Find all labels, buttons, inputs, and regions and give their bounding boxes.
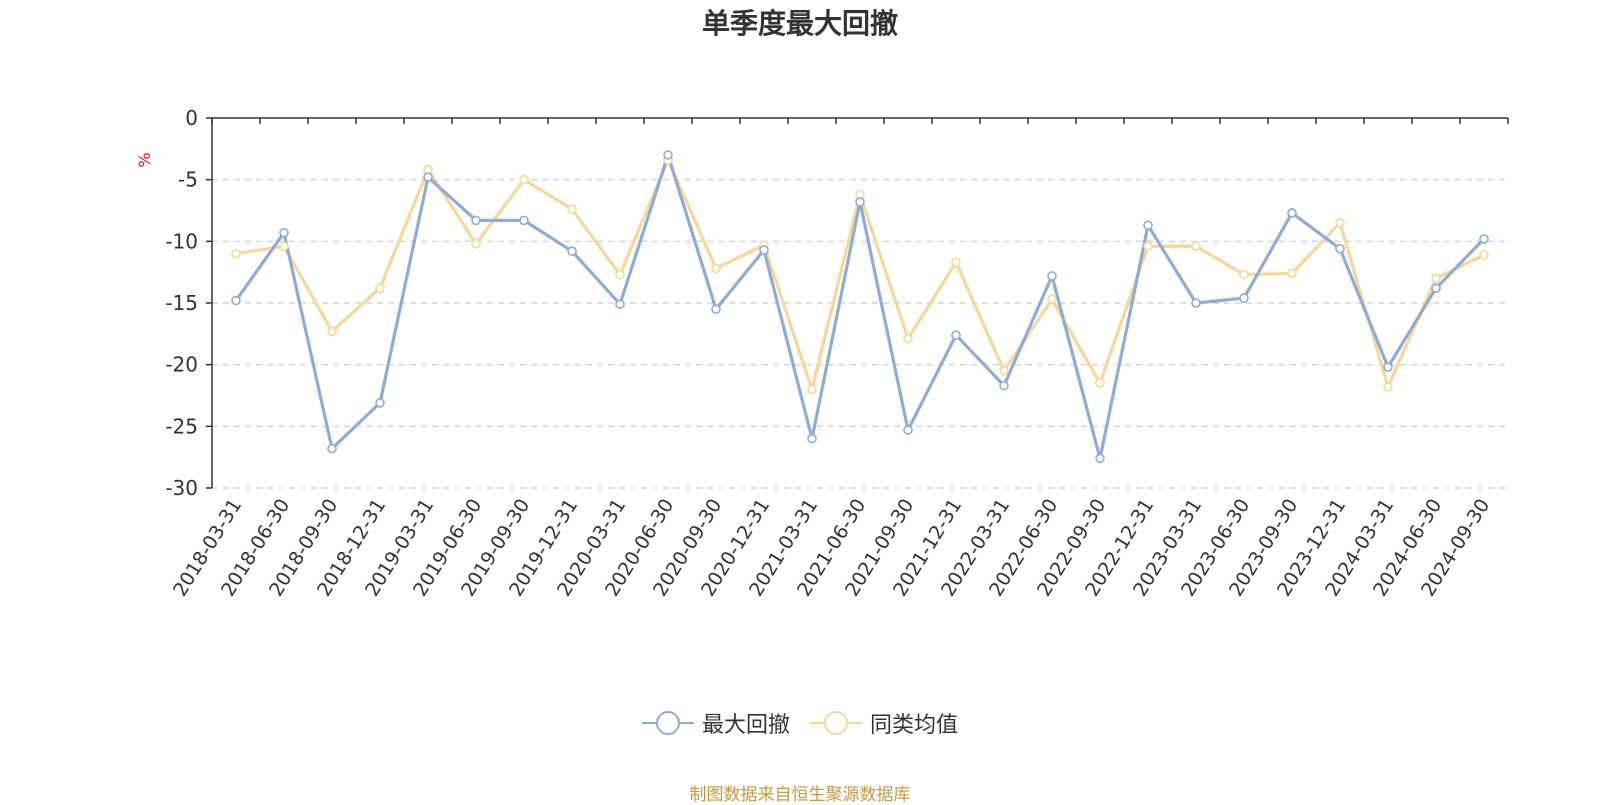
data-point-series-1 [1095, 453, 1105, 464]
data-point-series-1 [1143, 220, 1153, 231]
y-tick-label: -25 [165, 414, 198, 438]
data-point-series-1 [1191, 298, 1201, 308]
source-note: 制图数据来自恒生聚源数据库 [689, 785, 911, 805]
legend-label-series-1: 最大回撤 [701, 713, 790, 738]
data-point-series-1 [1239, 293, 1249, 303]
data-point-series-1 [1287, 208, 1297, 218]
legend-line-circle-icon [810, 711, 862, 735]
data-point-series-2 [327, 326, 337, 337]
data-point-series-2 [1095, 378, 1105, 388]
y-tick-label: -15 [165, 291, 198, 315]
data-point-series-2 [471, 239, 481, 249]
y-axis-unit: % [135, 152, 154, 167]
data-point-series-1 [903, 425, 913, 435]
legend-item-series-2[interactable]: 同类均值 [810, 707, 958, 739]
data-point-series-1 [759, 245, 769, 255]
axes [206, 117, 1509, 489]
legend-line-circle-icon [641, 711, 694, 735]
data-point-series-1 [375, 398, 385, 408]
data-point-series-1 [567, 246, 577, 256]
data-point-series-1 [423, 172, 433, 182]
legend-item-series-1[interactable]: 最大回撤 [641, 707, 790, 739]
data-point-series-1 [855, 197, 865, 207]
data-point-series-2 [999, 366, 1009, 376]
y-tick-label: -10 [165, 229, 198, 253]
data-point-series-2 [1143, 241, 1153, 252]
data-point-series-2 [1047, 294, 1057, 305]
grid-lines [212, 179, 1508, 489]
data-point-series-1 [951, 330, 961, 340]
data-point-series-2 [1287, 268, 1297, 279]
y-tick-label: -5 [178, 168, 198, 192]
data-point-series-1 [471, 215, 481, 226]
y-tick-label: -20 [165, 353, 198, 377]
data-point-series-1 [807, 433, 817, 444]
data-point-series-2 [1191, 241, 1201, 252]
data-point-series-1 [1383, 362, 1393, 372]
data-point-series-1 [519, 215, 529, 226]
data-point-series-2 [807, 384, 817, 395]
line-chart: 0-5-10-15-20-25-302018-03-312018-06-3020… [135, 106, 1509, 600]
data-point-series-2 [615, 269, 625, 280]
data-point-series-1 [1047, 271, 1057, 281]
data-point-series-1 [711, 304, 721, 314]
data-point-series-1 [1335, 243, 1345, 254]
data-point-series-2 [951, 257, 961, 268]
data-point-series-2 [231, 248, 241, 259]
data-point-series-2 [279, 241, 289, 252]
chart-title: 单季度最大回撤 [701, 7, 898, 40]
data-point-series-2 [1383, 382, 1393, 392]
data-point-series-2 [1335, 218, 1345, 228]
data-point-series-1 [1479, 234, 1489, 244]
data-point-series-2 [1431, 273, 1441, 284]
data-point-series-2 [375, 283, 385, 294]
data-point-series-2 [711, 263, 721, 274]
data-point-series-1 [1431, 283, 1441, 294]
data-point-series-1 [615, 299, 625, 310]
data-point-series-1 [999, 380, 1009, 391]
y-tick-label: -30 [165, 476, 198, 500]
data-point-series-2 [519, 174, 529, 185]
data-point-series-2 [1239, 269, 1249, 280]
data-point-series-2 [567, 204, 577, 215]
data-point-series-1 [327, 443, 337, 454]
data-point-series-2 [903, 333, 913, 344]
series-lines [231, 150, 1489, 464]
data-point-series-1 [279, 227, 289, 238]
y-tick-label: 0 [185, 106, 198, 130]
data-point-series-2 [1479, 250, 1489, 260]
legend: 最大回撤 同类均值 [0, 707, 1600, 739]
data-point-series-1 [663, 150, 673, 160]
legend-label-series-2: 同类均值 [870, 713, 959, 738]
data-point-series-1 [231, 295, 241, 306]
